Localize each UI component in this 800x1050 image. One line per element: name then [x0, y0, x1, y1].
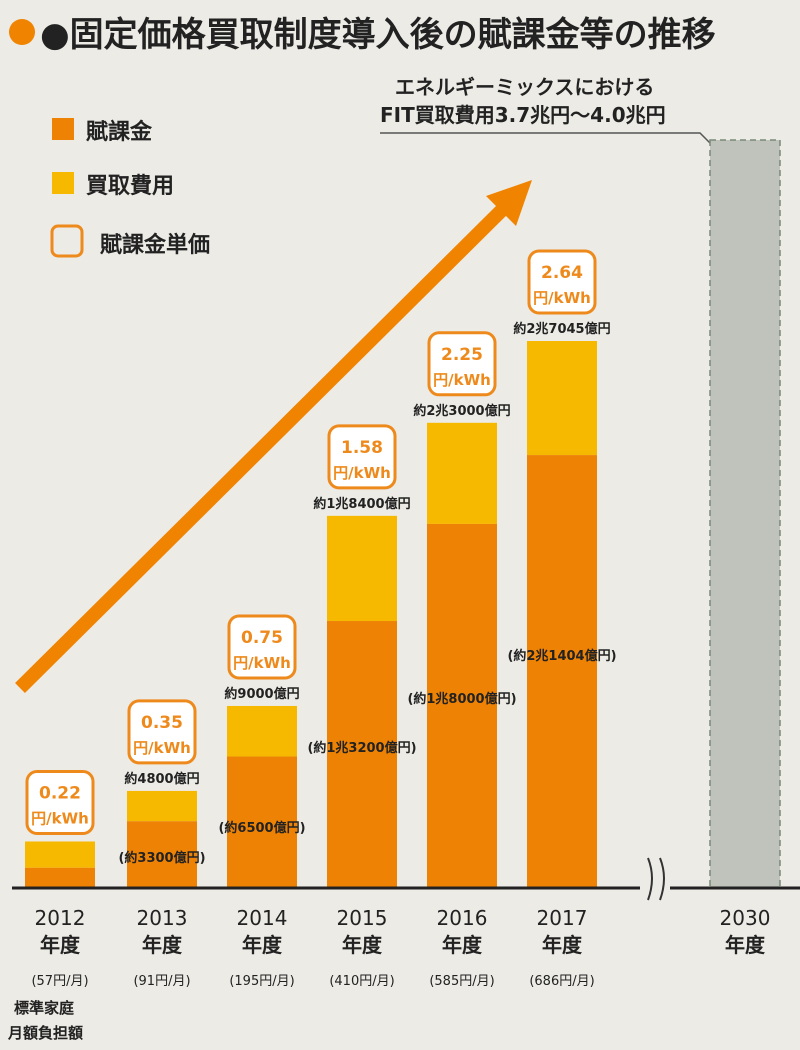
annotation-leader-line — [380, 132, 713, 146]
monthly-burden-label: (410円/月) — [329, 974, 394, 989]
levy-label: (約2兆1404億円) — [507, 648, 616, 664]
legend-swatch-unit-price — [50, 224, 84, 258]
monthly-burden-label: (195円/月) — [229, 974, 294, 989]
levy-label: (約1兆3200億円) — [307, 740, 416, 756]
bar-2030-range — [709, 139, 781, 889]
legend-swatch-levy — [52, 118, 74, 140]
x-tick-year: 2016 — [437, 906, 488, 930]
levy-label: (約1兆8000億円) — [407, 691, 516, 707]
x-tick-year: 2030 — [720, 906, 771, 930]
note-household-line2: 月額負担額 — [7, 1024, 83, 1042]
annotation-2030-line2: FIT買取費用3.7兆円〜4.0兆円 — [380, 103, 666, 127]
annotation-2030-line1: エネルギーミックスにおける — [395, 75, 654, 99]
note-household-line1: 標準家庭 — [14, 999, 75, 1017]
bar-levy-2015年度 — [327, 621, 397, 888]
bar-levy-2012年度 — [25, 867, 95, 888]
trend-arrow — [15, 202, 510, 693]
monthly-burden-label: (686円/月) — [529, 974, 594, 989]
chart-title: ●固定価格買取制度導入後の賦課金等の推移 — [40, 15, 716, 55]
bar-levy-2014年度 — [227, 756, 297, 888]
x-tick-suffix: 年度 — [342, 933, 383, 957]
unit-price-unit: 円/kWh — [533, 289, 591, 307]
x-tick-suffix: 年度 — [242, 933, 283, 957]
legend-swatch-purchase — [52, 172, 74, 194]
unit-price-unit: 円/kWh — [133, 739, 191, 757]
total-label: 約1兆8400億円 — [313, 496, 410, 512]
bar-purchase-2017年度 — [527, 341, 597, 456]
unit-price-unit: 円/kWh — [31, 809, 89, 827]
title-bullet-icon — [9, 19, 35, 45]
unit-price-value: 0.22 — [39, 783, 81, 803]
levy-label: (約3300億円) — [118, 850, 205, 866]
unit-price-unit: 円/kWh — [433, 371, 491, 389]
levy-label: (約6500億円) — [218, 820, 305, 836]
unit-price-value: 2.64 — [541, 263, 583, 283]
bar-levy-2013年度 — [127, 821, 197, 888]
legend-label-levy: 賦課金 — [86, 119, 153, 145]
x-tick-suffix: 年度 — [40, 933, 81, 957]
x-tick-suffix: 年度 — [142, 933, 183, 957]
x-tick-year: 2014 — [237, 906, 288, 930]
bar-purchase-2014年度 — [227, 705, 297, 757]
unit-price-value: 0.75 — [241, 628, 283, 648]
unit-price-value: 0.35 — [141, 713, 183, 733]
monthly-burden-label: (91円/月) — [133, 974, 190, 989]
legend-label-purchase: 買取費用 — [86, 174, 174, 199]
monthly-burden-label: (585円/月) — [429, 974, 494, 989]
total-label: 約4800億円 — [124, 771, 199, 787]
bar-purchase-2012年度 — [25, 841, 95, 868]
bar-levy-2017年度 — [527, 455, 597, 888]
unit-price-box — [25, 769, 95, 835]
unit-price-box — [327, 424, 397, 490]
bar-levy-2016年度 — [427, 523, 497, 888]
legend-label-unit-price: 賦課金単価 — [100, 232, 210, 258]
unit-price-box — [127, 699, 197, 765]
bar-purchase-2015年度 — [327, 515, 397, 622]
x-tick-suffix: 年度 — [725, 933, 766, 957]
x-tick-suffix: 年度 — [442, 933, 483, 957]
x-tick-year: 2017 — [537, 906, 588, 930]
unit-price-value: 2.25 — [441, 345, 483, 365]
axis-break-icon — [640, 855, 670, 905]
unit-price-box — [527, 249, 597, 315]
x-tick-year: 2012 — [35, 906, 86, 930]
x-tick-year: 2015 — [337, 906, 388, 930]
unit-price-box — [227, 614, 297, 680]
total-label: 約9000億円 — [224, 686, 299, 702]
unit-price-unit: 円/kWh — [333, 464, 391, 482]
bar-purchase-2016年度 — [427, 422, 497, 524]
trend-arrow-head — [486, 180, 532, 226]
total-label: 約2兆3000億円 — [413, 403, 510, 419]
x-tick-year: 2013 — [137, 906, 188, 930]
x-tick-suffix: 年度 — [542, 933, 583, 957]
bar-purchase-2013年度 — [127, 790, 197, 822]
monthly-burden-label: (57円/月) — [31, 974, 88, 989]
unit-price-box — [427, 331, 497, 397]
unit-price-value: 1.58 — [341, 438, 383, 458]
unit-price-unit: 円/kWh — [233, 654, 291, 672]
total-label: 約2兆7045億円 — [513, 321, 610, 337]
